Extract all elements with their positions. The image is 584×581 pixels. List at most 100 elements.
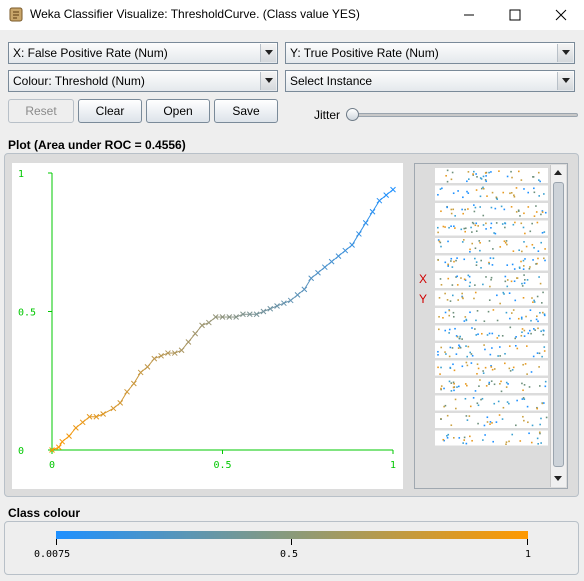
attribute-bar-dot [480,266,482,269]
save-button[interactable]: Save [214,99,278,123]
attribute-bar-dot [520,179,523,181]
attribute-bar-dot [506,285,509,288]
attribute-bar-dot [444,261,447,264]
attribute-bar-dot [521,282,523,285]
attribute-bar-dot [492,309,495,311]
attribute-bar[interactable] [435,360,548,376]
attribute-bar[interactable] [435,238,548,253]
attribute-bar-dot [500,390,503,393]
attribute-bar-dot [538,195,541,197]
roc-point [110,405,117,412]
maximize-button[interactable] [492,0,538,30]
roc-segment [351,233,360,246]
attribute-bar-dot [463,320,466,322]
scroll-down-button[interactable] [551,472,565,486]
attribute-bar-dot [515,336,517,338]
attribute-bar-dot [543,193,545,195]
attribute-bar-dot [452,386,455,389]
attribute-bar-dot [464,383,467,385]
attribute-bar-dot [509,317,511,320]
attribute-bar-dot [450,178,453,181]
roc-segment [119,391,128,404]
attribute-bar-dot [499,355,501,357]
attribute-bar[interactable] [435,290,548,306]
attribute-x-label: X [419,272,428,286]
attribute-bar-dot [491,422,493,424]
open-button[interactable]: Open [146,99,210,123]
attribute-bar-dot [528,432,530,435]
roc-point [93,413,100,420]
roc-point [73,424,79,431]
attribute-bar-dot [535,318,538,321]
attribute-bar-dot [495,196,498,199]
attribute-bar[interactable] [435,185,548,201]
minimize-button[interactable] [446,0,492,30]
attribute-bar[interactable] [435,308,548,323]
x-tick-label: 0 [49,460,55,471]
reset-button[interactable]: Reset [8,99,74,123]
plot-area[interactable]: 0 0.5 1 0 0.5 1 [12,163,403,489]
attribute-bar-dot [449,367,452,369]
x-axis-select[interactable]: X: False Positive Rate (Num) [8,42,278,64]
attribute-bar-dot [496,337,499,339]
attribute-bar-dot [541,211,544,213]
attribute-bar[interactable] [435,168,548,183]
attribute-bar-dot [502,191,505,194]
attribute-bar[interactable] [435,255,548,271]
colour-select[interactable]: Colour: Threshold (Num) [8,70,278,92]
attribute-bar-dot [517,209,520,212]
attribute-bar-dot [471,354,474,357]
roc-point [315,269,321,276]
attribute-bar-dot [536,437,539,440]
attribute-bar-dot [523,419,525,422]
roc-point [79,419,86,426]
roc-point [124,388,130,395]
attribute-bar[interactable] [435,395,548,411]
attribute-bar-dot [527,332,530,335]
attribute-bar[interactable] [435,378,548,393]
attribute-bar-dot [537,171,540,174]
attribute-bar-dot [517,317,520,320]
roc-point [165,350,171,356]
attribute-bar-dot [530,371,533,373]
attribute-bar-dot [493,383,496,386]
attribute-bar-dot [510,206,513,208]
attribute-bar-dot [446,299,449,301]
attribute-bar-dot [475,189,478,191]
attribute-bar-dot [486,416,489,419]
attribute-bar-dot [519,440,522,442]
attribute-bar-dot [437,226,439,229]
close-button[interactable] [538,0,584,30]
jitter-slider-track[interactable] [346,113,578,117]
roc-point [274,303,280,309]
attribute-bar-dot [491,191,494,194]
attribute-bar-dot [498,170,500,172]
attribute-bar[interactable] [435,413,548,428]
attribute-bar-dot [475,319,477,322]
attribute-bar-dot [466,419,469,421]
attribute-bar-dot [456,257,458,259]
attribute-bar-dot [520,222,523,225]
jitter-slider-thumb[interactable] [346,108,359,121]
attribute-bar-dot [501,223,504,225]
instance-select[interactable]: Select Instance [285,70,575,92]
scroll-up-button[interactable] [551,166,565,180]
attribute-bar-dot [530,441,533,444]
attribute-bar-dot [526,279,529,281]
attribute-bar-dot [491,347,493,349]
attribute-bar-dot [446,206,448,209]
y-tick-label: 0.5 [18,308,36,319]
scroll-thumb[interactable] [553,182,564,467]
attribute-bar-dot [535,263,537,265]
roc-segment [365,211,373,224]
attribute-bar-dot [464,397,467,400]
clear-button[interactable]: Clear [78,99,142,123]
attribute-bar[interactable] [435,203,548,218]
y-axis-select[interactable]: Y: True Positive Rate (Num) [285,42,575,64]
attribute-bar-dot [486,195,488,197]
attribute-bar-dot [544,248,546,250]
plot-title: Plot (Area under ROC = 0.4556) [8,138,186,152]
attribute-bar-dot [479,249,481,252]
attribute-bar[interactable] [435,343,548,358]
attribute-bar-dot [476,363,479,366]
